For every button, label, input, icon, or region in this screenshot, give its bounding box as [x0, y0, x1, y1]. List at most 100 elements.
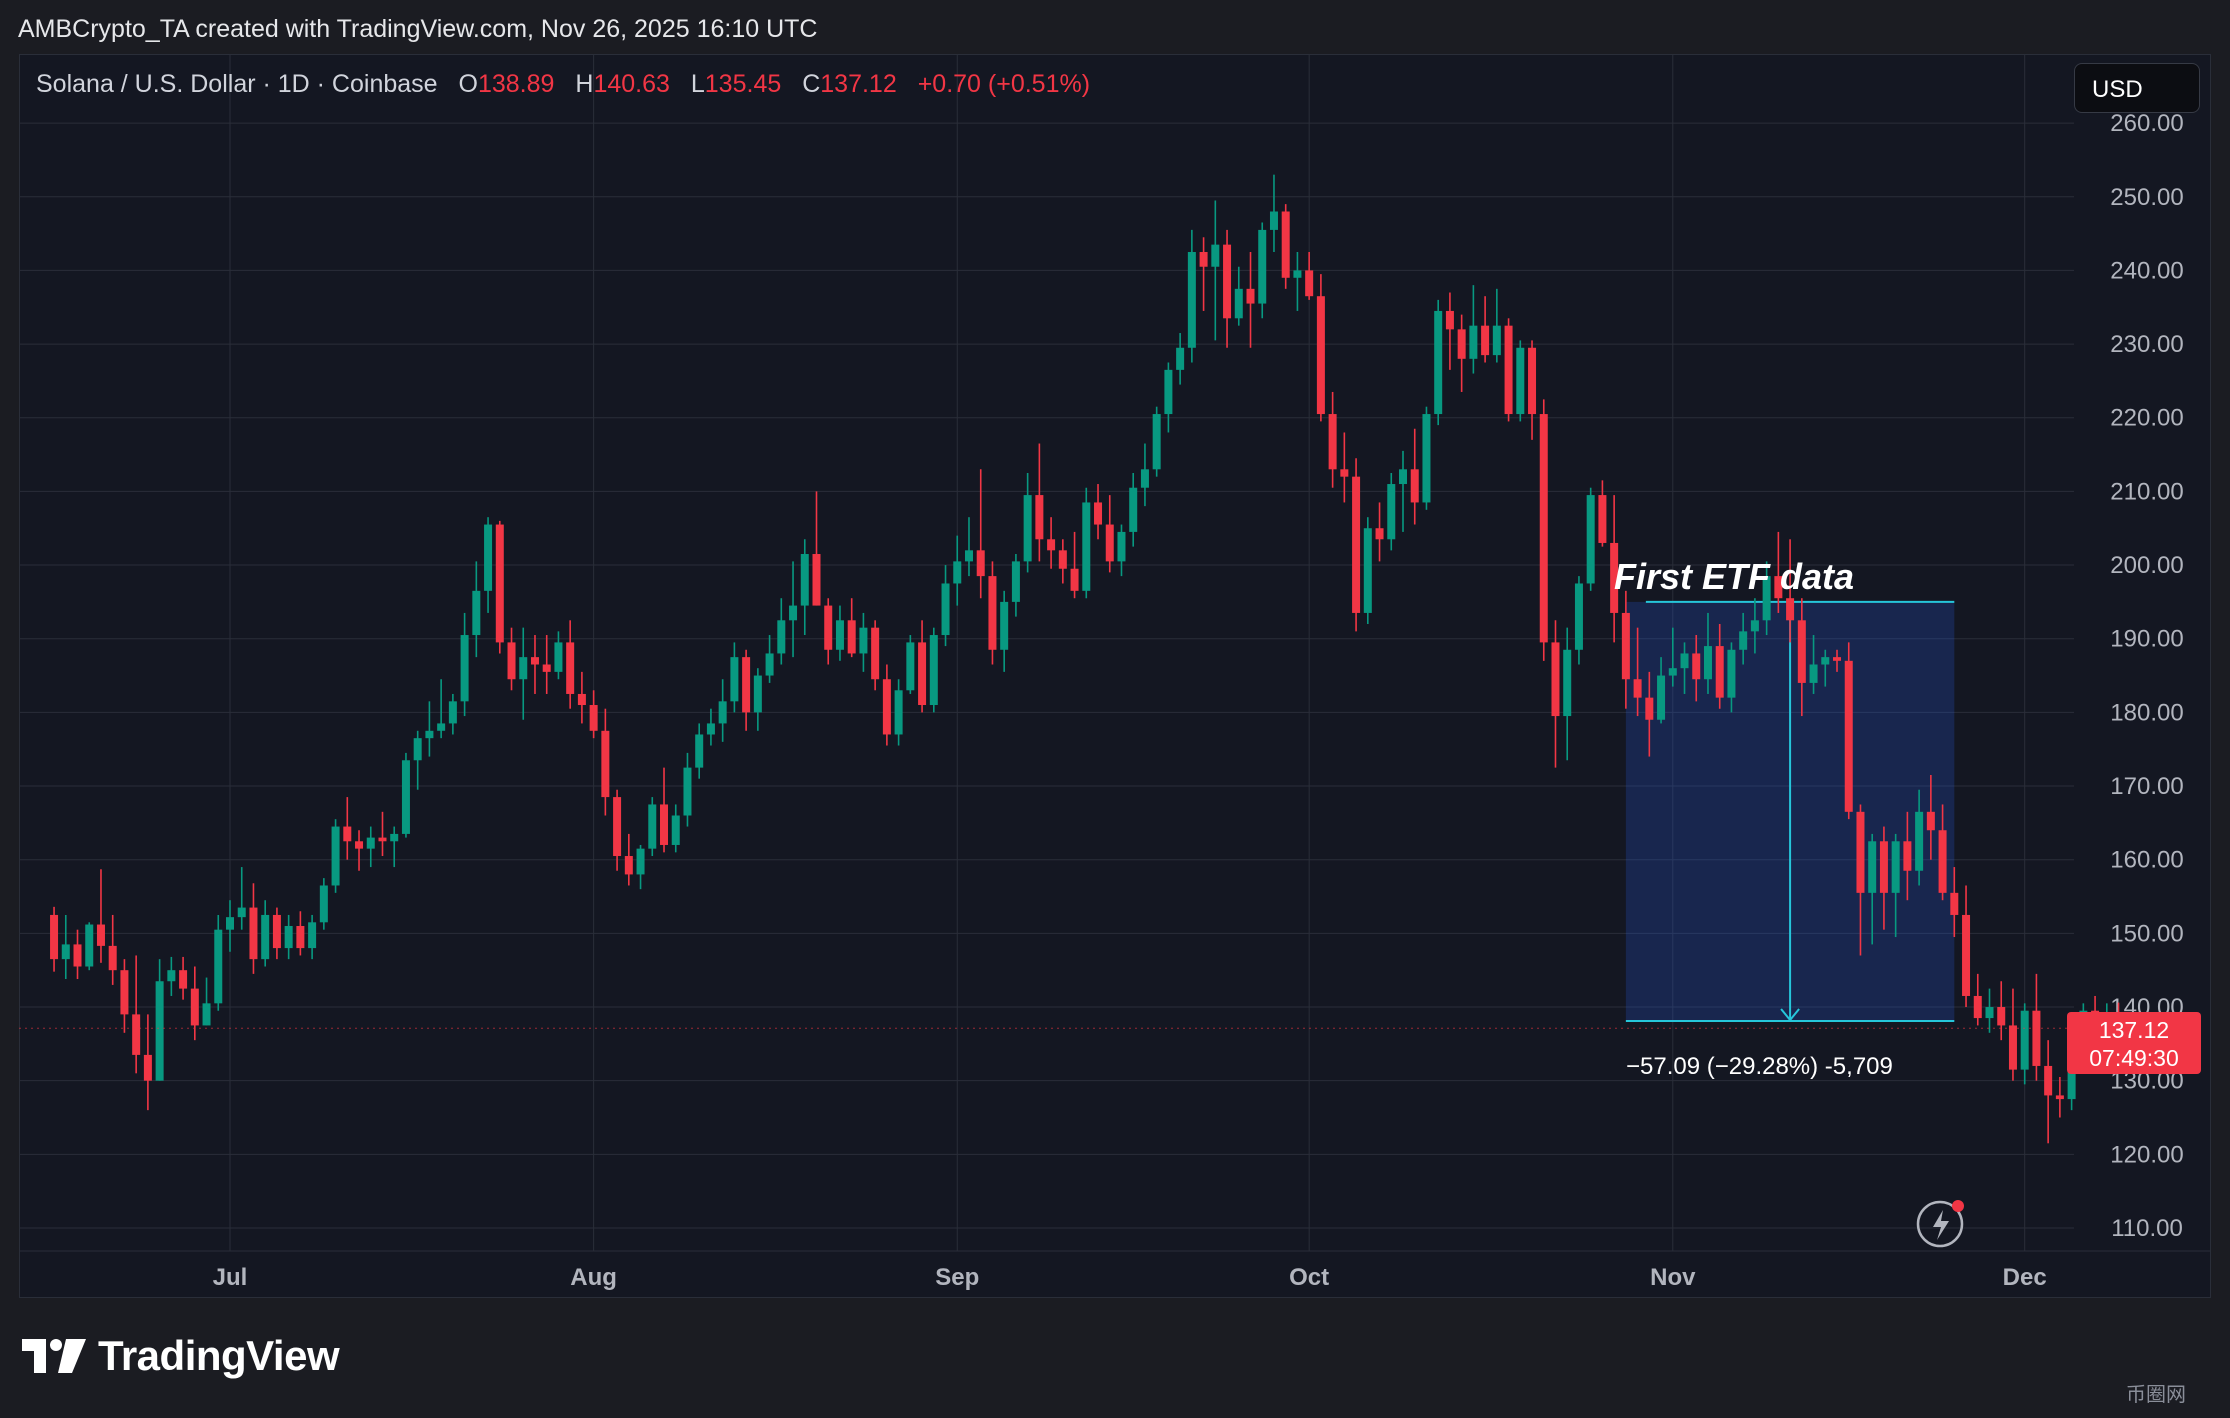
candlestick-chart[interactable]: 260.00 250.00 240.00 230.00 220.00 210.00 200.…: [19, 54, 2211, 1298]
candle-body: [871, 627, 880, 680]
candle: [859, 612, 868, 672]
candle: [378, 811, 387, 857]
symbol-name[interactable]: Solana / U.S. Dollar · 1D · Coinbase: [36, 70, 438, 98]
y-tick-label: 190.00: [2110, 626, 2183, 653]
candle-body: [1809, 664, 1818, 683]
candle: [1727, 642, 1736, 713]
candle: [331, 819, 340, 893]
candle: [179, 956, 188, 1000]
candle-body: [1211, 244, 1220, 267]
candle-body: [542, 664, 551, 672]
candle: [2044, 1040, 2053, 1144]
currency-button[interactable]: USD: [2074, 63, 2200, 113]
candle-body: [1399, 469, 1407, 485]
candle-body: [484, 524, 493, 591]
candle-body: [284, 925, 293, 949]
candle: [789, 561, 798, 658]
x-tick-label: Oct: [1289, 1264, 1329, 1291]
candle-body: [1645, 697, 1654, 720]
candle: [648, 797, 657, 857]
candle: [1340, 432, 1349, 503]
candle: [964, 517, 973, 577]
candle: [1879, 826, 1888, 930]
candle-body: [1563, 649, 1572, 717]
candle-body: [1762, 576, 1771, 621]
candle: [484, 517, 493, 613]
candle: [1903, 811, 1912, 901]
candle-body: [1117, 531, 1126, 562]
candle: [566, 620, 575, 709]
open-key: O: [458, 70, 478, 98]
candle-body: [331, 826, 340, 886]
candle: [1258, 222, 1267, 319]
candle: [1797, 598, 1806, 717]
candle: [730, 642, 739, 713]
candle: [1387, 472, 1396, 551]
candle-body: [50, 914, 59, 960]
candle: [542, 635, 551, 694]
candle: [1563, 627, 1572, 761]
candle: [742, 649, 751, 731]
candle: [448, 693, 457, 735]
candle: [906, 635, 915, 694]
candle-body: [343, 826, 352, 842]
candle: [1047, 517, 1056, 569]
tradingview-logo-icon: [22, 1339, 86, 1373]
candle-body: [964, 550, 973, 562]
x-tick-label: Jul: [213, 1264, 248, 1291]
candle: [2020, 1003, 2029, 1085]
lightning-icon[interactable]: [1914, 1194, 1970, 1250]
candle-body: [448, 701, 457, 724]
candle: [753, 668, 762, 731]
candle-body: [1504, 325, 1513, 415]
candle-body: [296, 925, 305, 949]
candle: [683, 752, 692, 827]
candle: [1328, 391, 1337, 488]
candle: [1223, 229, 1232, 348]
candle: [871, 620, 880, 691]
high-key: H: [575, 70, 594, 98]
measure-arrow-head: [1780, 1008, 1800, 1022]
candle: [1504, 318, 1513, 422]
candle-body: [753, 675, 762, 713]
candle: [472, 561, 481, 658]
annotation-text[interactable]: First ETF data: [1614, 556, 1855, 597]
candle-body: [1387, 484, 1396, 540]
candle: [976, 469, 985, 599]
candle-body: [1187, 252, 1196, 348]
candle-body: [1621, 612, 1630, 680]
chart-attribution: AMBCrypto_TA created with TradingView.co…: [18, 15, 818, 43]
candle-body: [859, 627, 868, 654]
candle-body: [671, 815, 680, 845]
candle: [261, 900, 270, 967]
candle: [519, 627, 528, 720]
candle: [1269, 174, 1278, 253]
candle: [1633, 627, 1642, 717]
candle-body: [226, 917, 234, 930]
candle-body: [460, 635, 469, 702]
candle-body: [1258, 229, 1267, 304]
x-tick-label: Dec: [2003, 1264, 2047, 1291]
y-tick-label: 250.00: [2110, 184, 2183, 211]
candle-body: [2044, 1065, 2053, 1096]
candle-body: [507, 642, 516, 680]
candle-body: [1011, 561, 1020, 602]
candle: [1680, 642, 1689, 694]
candle: [941, 565, 950, 647]
candle-body: [2008, 1025, 2017, 1070]
tradingview-logo[interactable]: TradingView: [22, 1331, 340, 1381]
candle: [1833, 649, 1842, 672]
candle: [1058, 539, 1067, 584]
candle: [1105, 495, 1114, 573]
candle-body: [1328, 414, 1337, 470]
candle-body: [1774, 576, 1783, 599]
candle: [366, 826, 375, 868]
candle-body: [1469, 325, 1478, 359]
y-tick-label: 260.00: [2110, 110, 2183, 137]
candle-body: [1856, 811, 1865, 893]
candle-body: [401, 760, 410, 834]
candle: [1762, 561, 1771, 636]
candle-body: [789, 605, 798, 621]
candle-body: [906, 642, 915, 691]
candle: [1539, 399, 1548, 661]
